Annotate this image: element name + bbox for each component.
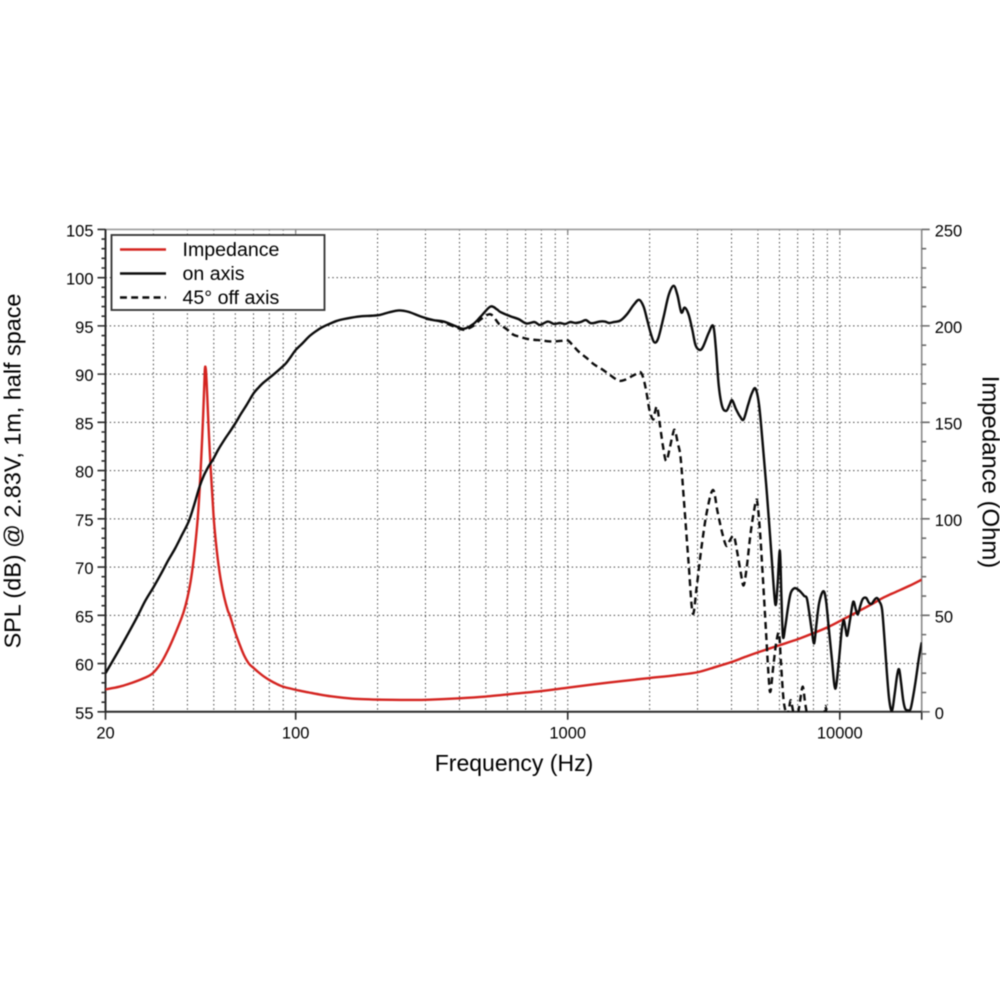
svg-text:55: 55 [75, 705, 93, 723]
svg-text:45° off axis: 45° off axis [183, 287, 280, 309]
svg-text:50: 50 [935, 608, 953, 626]
svg-text:20: 20 [96, 725, 114, 743]
svg-text:Impedance: Impedance [183, 239, 280, 261]
svg-text:80: 80 [75, 464, 93, 482]
svg-text:Impedance (Ohm): Impedance (Ohm) [977, 376, 1000, 569]
svg-text:100: 100 [66, 271, 94, 289]
svg-text:105: 105 [66, 222, 94, 240]
svg-text:200: 200 [935, 319, 963, 337]
svg-text:1000: 1000 [549, 725, 586, 743]
svg-text:Frequency (Hz): Frequency (Hz) [435, 750, 593, 776]
svg-text:on axis: on axis [183, 263, 245, 285]
svg-text:60: 60 [75, 657, 93, 675]
svg-text:75: 75 [75, 512, 93, 530]
svg-text:65: 65 [75, 608, 93, 626]
svg-text:90: 90 [75, 367, 93, 385]
svg-text:0: 0 [935, 705, 944, 723]
svg-text:SPL (dB) @ 2.83V, 1m, half spa: SPL (dB) @ 2.83V, 1m, half space [0, 294, 26, 649]
svg-text:70: 70 [75, 560, 93, 578]
svg-text:95: 95 [75, 319, 93, 337]
svg-text:85: 85 [75, 415, 93, 433]
svg-text:250: 250 [935, 222, 963, 240]
svg-text:150: 150 [935, 415, 963, 433]
svg-text:100: 100 [282, 725, 310, 743]
svg-text:100: 100 [935, 512, 963, 530]
svg-text:10000: 10000 [817, 725, 863, 743]
